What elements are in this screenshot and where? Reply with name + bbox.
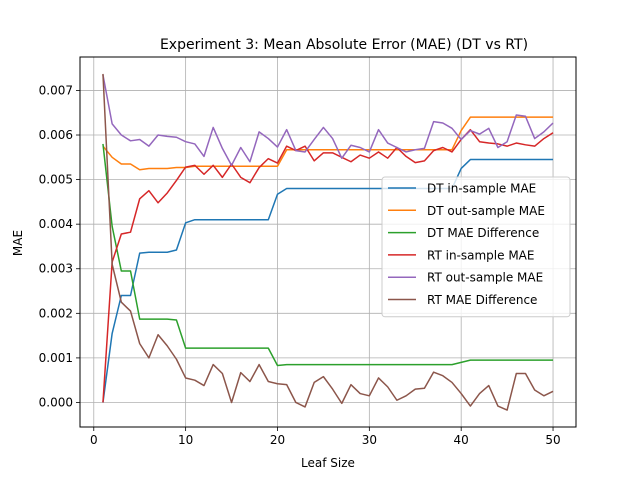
chart-title: Experiment 3: Mean Absolute Error (MAE) … — [160, 37, 528, 53]
y-axis-label: MAE — [11, 230, 25, 256]
y-tick-label: 0.004 — [39, 217, 73, 231]
series-line-rt-mae-difference — [102, 73, 554, 411]
y-tick-label: 0.006 — [39, 128, 73, 142]
y-tick-label: 0.005 — [39, 173, 73, 187]
series-line-rt-in-sample-mae — [102, 128, 554, 403]
x-tick-label: 50 — [545, 433, 560, 447]
legend: DT in-sample MAE DT out-sample MAE DT MAE … — [381, 176, 571, 318]
x-tick-label: 10 — [178, 433, 193, 447]
legend-label-rt-out-sample-mae: RT out-sample MAE — [427, 271, 543, 285]
series-line-dt-out-sample-mae — [102, 116, 554, 171]
series-line-rt-out-sample-mae — [102, 74, 554, 167]
x-tick-label: 0 — [90, 433, 98, 447]
legend-label-dt-mae-difference: DT MAE Difference — [427, 226, 539, 240]
legend-label-dt-in-sample-mae: DT in-sample MAE — [427, 182, 536, 196]
x-tick-label: 30 — [362, 433, 377, 447]
legend-box — [381, 176, 571, 318]
y-tick-label: 0.002 — [39, 306, 73, 320]
x-tick-label: 20 — [270, 433, 285, 447]
plot-frame — [79, 56, 577, 428]
y-tick-label: 0.001 — [39, 351, 73, 365]
series-line-dt-in-sample-mae — [102, 158, 554, 403]
legend-label-rt-mae-difference: RT MAE Difference — [427, 293, 537, 307]
legend-label-dt-out-sample-mae: DT out-sample MAE — [427, 204, 545, 218]
series-lines — [102, 73, 554, 411]
x-tick-label: 40 — [454, 433, 469, 447]
y-tick-label: 0.007 — [39, 83, 73, 97]
series-line-dt-mae-difference — [102, 143, 554, 367]
y-tick-label: 0.000 — [39, 395, 73, 409]
y-tick-label: 0.003 — [39, 262, 73, 276]
legend-label-rt-in-sample-mae: RT in-sample MAE — [427, 248, 534, 262]
axis-ticks: 0 10 20 30 40 50 0.000 0.001 0.002 0.003 0.004 0.00… — [39, 83, 561, 447]
x-axis-label: Leaf Size — [301, 456, 355, 470]
